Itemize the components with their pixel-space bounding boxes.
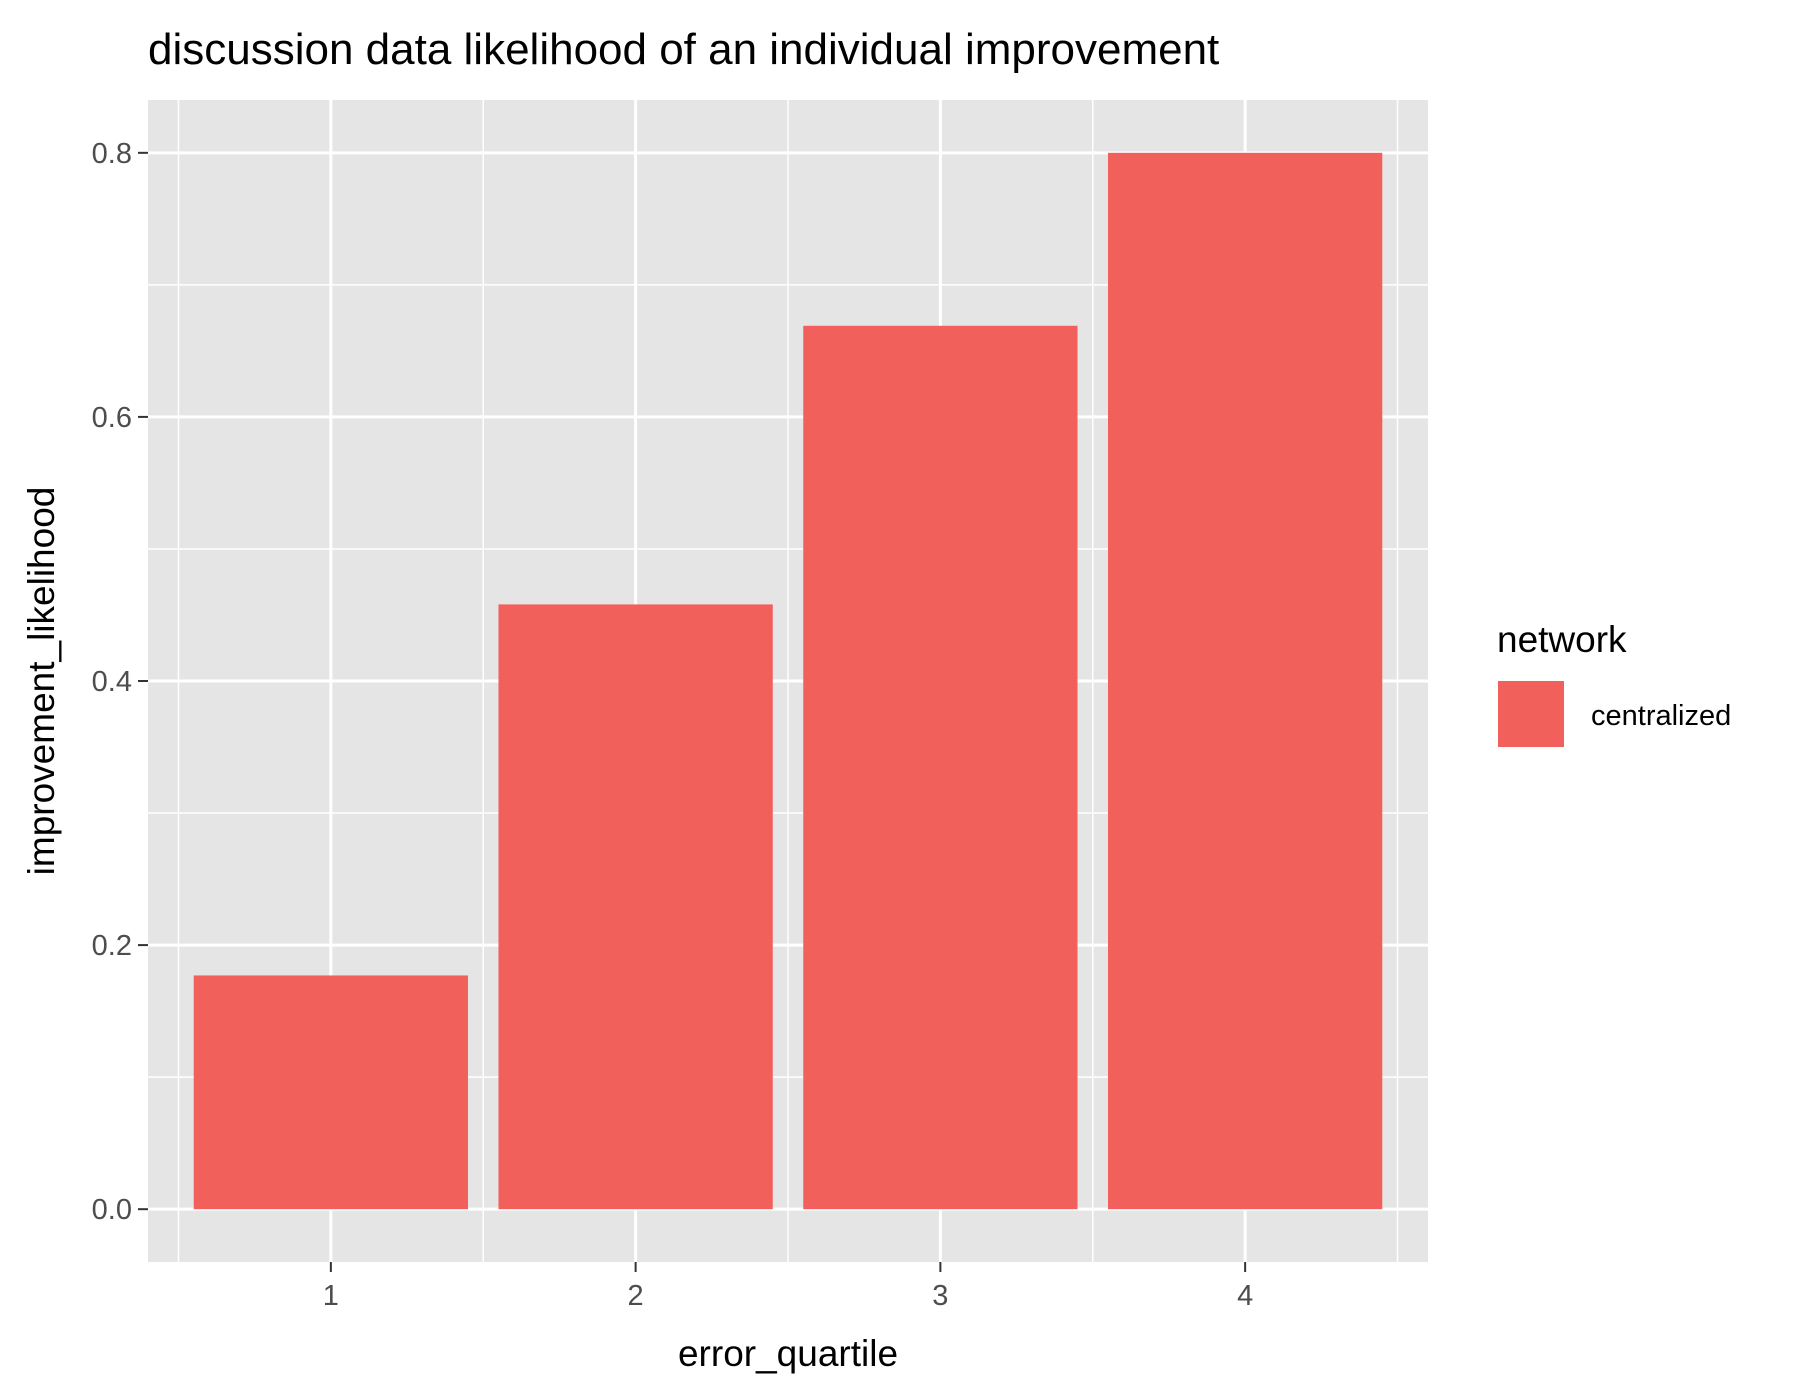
x-tick-label: 4: [1237, 1280, 1253, 1312]
legend-label-centralized: centralized: [1591, 700, 1731, 732]
y-tick-label: 0.6: [92, 402, 132, 434]
bars: [193, 152, 1383, 1210]
y-tick-label: 0.2: [92, 930, 132, 962]
bar-3: [803, 325, 1078, 1210]
bar-1: [193, 975, 468, 1210]
x-tick-label: 1: [323, 1280, 339, 1312]
x-axis-title: error_quartile: [678, 1333, 898, 1374]
y-tick-label: 0.4: [92, 666, 132, 698]
y-tick-label: 0.0: [92, 1194, 132, 1226]
x-tick-label: 2: [628, 1280, 644, 1312]
x-axis: 1 2 3 4: [323, 1262, 1253, 1312]
y-tick-label: 0.8: [92, 138, 132, 170]
chart-title: discussion data likelihood of an individ…: [148, 25, 1219, 74]
bar-2: [498, 604, 773, 1210]
legend-title: network: [1497, 619, 1627, 660]
y-axis-title: improvement_likelihood: [21, 487, 62, 876]
legend: network centralized: [1496, 619, 1731, 749]
legend-key-centralized: [1496, 679, 1566, 749]
x-tick-label: 3: [932, 1280, 948, 1312]
bar-4: [1108, 152, 1383, 1210]
y-axis: 0.0 0.2 0.4 0.6 0.8: [92, 138, 148, 1226]
